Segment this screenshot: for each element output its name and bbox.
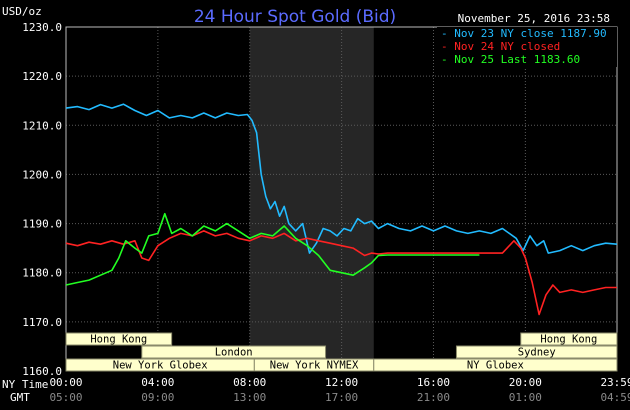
market-sessions: Hong Kong London New York Globex New York N… xyxy=(65,332,618,372)
x-tick-label-ny: 04:00 xyxy=(141,376,174,389)
session-bar: Hong Kong xyxy=(65,332,173,346)
ny-time-row-label: NY Time xyxy=(2,378,48,391)
y-tick-label: 1230.0 xyxy=(22,21,62,34)
x-tick-label-gmt: 05:00 xyxy=(49,391,82,404)
session-bar-fill xyxy=(141,345,327,359)
legend-entry: - Nov 25 Last 1183.60 xyxy=(441,53,580,66)
x-tick-label-gmt: 04:59 xyxy=(600,391,630,404)
x-tick-label-ny: 23:59 xyxy=(600,376,630,389)
legend-box xyxy=(437,27,617,67)
session-bar-fill xyxy=(455,345,618,359)
y-tick-label: 1170.0 xyxy=(22,316,62,329)
session-bar: New York Globex xyxy=(65,358,255,372)
x-tick-label-gmt: 21:00 xyxy=(417,391,450,404)
y-tick-label: 1160.0 xyxy=(22,365,62,378)
y-tick-label: 1180.0 xyxy=(22,267,62,280)
plot-area xyxy=(65,26,618,372)
y-tick-label: 1190.0 xyxy=(22,218,62,231)
x-tick-label-gmt: 01:00 xyxy=(509,391,542,404)
chart-title: 24 Hour Spot Gold (Bid) xyxy=(194,7,396,27)
x-tick-label-gmt: 17:00 xyxy=(325,391,358,404)
y-tick-label: 1210.0 xyxy=(22,119,62,132)
series-line-0 xyxy=(65,103,618,254)
axes: 1230.0 1220.0 1210.0 1200.0 1190.0 1180.0 1170… xyxy=(2,21,630,404)
x-tick-label-gmt: 13:00 xyxy=(233,391,266,404)
chart-timestamp: November 25, 2016 23:58 xyxy=(458,12,610,25)
x-tick-label-ny: 16:00 xyxy=(417,376,450,389)
session-label: New York NYMEX xyxy=(270,360,359,372)
legend-entry: - Nov 24 NY closed xyxy=(441,40,560,53)
legend: - Nov 23 NY close 1187.90- Nov 24 NY clo… xyxy=(437,27,617,67)
nymex-highlight-region xyxy=(249,27,374,371)
session-bar: New York NYMEX xyxy=(253,358,375,372)
session-bar-fill xyxy=(373,358,618,372)
session-bar: Sydney xyxy=(455,345,618,359)
x-tick-label-ny: 12:00 xyxy=(325,376,358,389)
session-label: New York Globex xyxy=(113,360,208,372)
series-lines xyxy=(65,103,618,316)
session-label: Hong Kong xyxy=(90,334,147,346)
session-bar-fill xyxy=(65,332,173,346)
session-bar: London xyxy=(141,345,327,359)
session-bar: NY Globex xyxy=(373,358,618,372)
session-label: Hong Kong xyxy=(540,334,597,346)
x-tick-label-gmt: 09:00 xyxy=(141,391,174,404)
session-bar: Hong Kong xyxy=(520,332,618,346)
session-label: Sydney xyxy=(518,347,556,359)
x-tick-label-ny: 00:00 xyxy=(49,376,82,389)
y-tick-label: 1200.0 xyxy=(22,168,62,181)
session-bar-fill xyxy=(520,332,618,346)
series-line-1 xyxy=(65,230,617,316)
legend-entry: - Nov 23 NY close 1187.90 xyxy=(441,27,607,40)
session-label: NY Globex xyxy=(467,360,524,372)
y-axis-unit-label: USD/oz xyxy=(2,5,42,18)
series-line-2 xyxy=(65,212,480,286)
session-label: London xyxy=(215,347,253,359)
y-tick-label: 1220.0 xyxy=(22,70,62,83)
x-tick-label-ny: 08:00 xyxy=(233,376,266,389)
x-tick-label-ny: 20:00 xyxy=(509,376,542,389)
gmt-row-label: GMT xyxy=(10,391,30,404)
